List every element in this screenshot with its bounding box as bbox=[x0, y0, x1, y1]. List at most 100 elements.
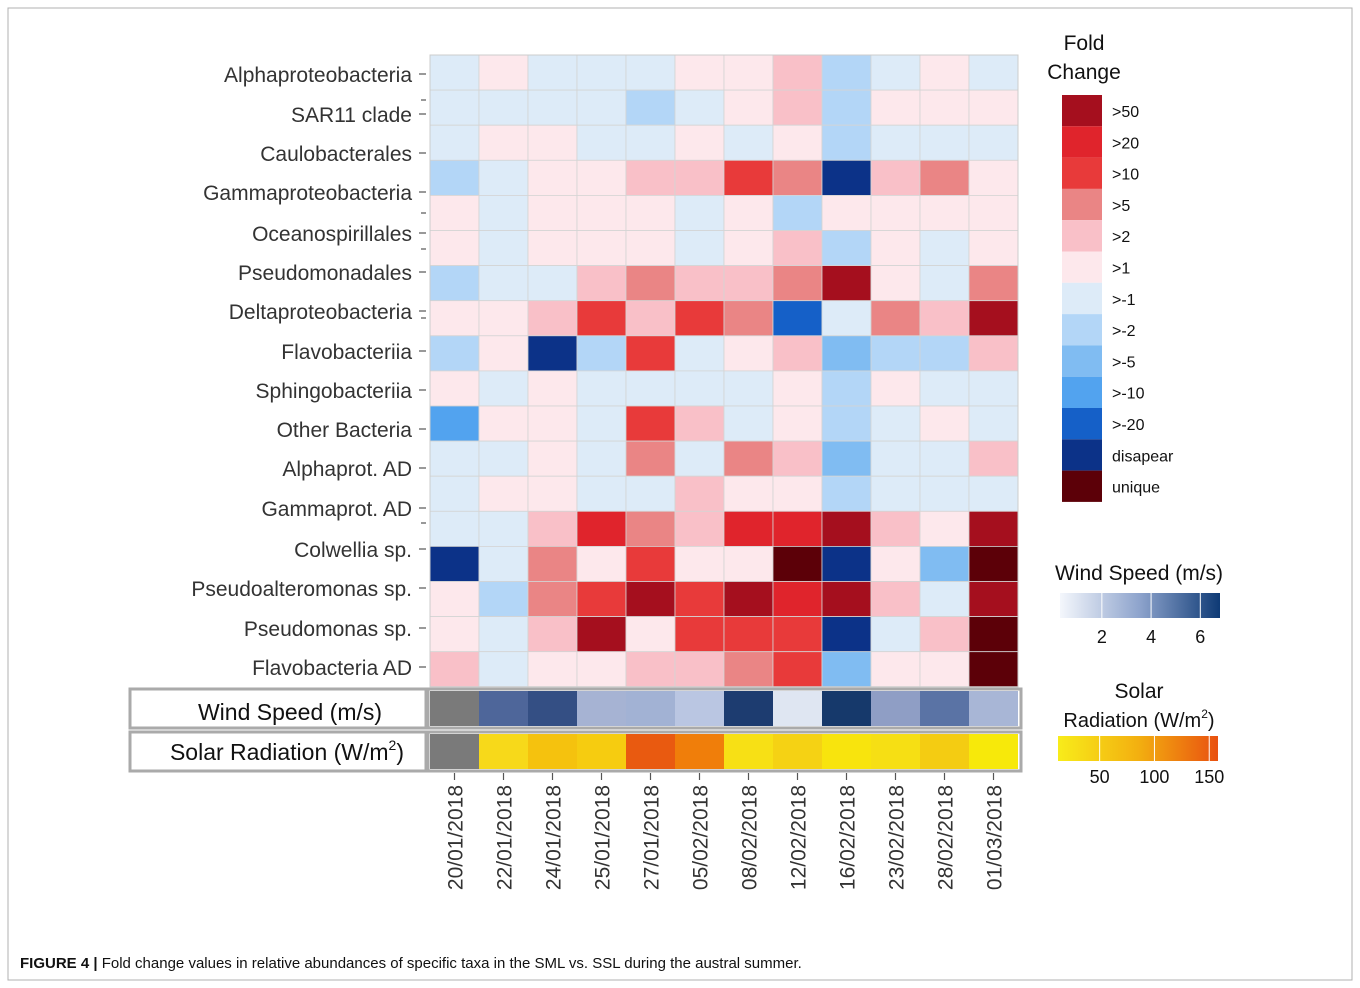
heatmap-cell bbox=[968, 194, 1019, 231]
heatmap-cell bbox=[821, 581, 872, 617]
row-label: Pseudomonadales bbox=[238, 262, 412, 285]
heatmap-cell bbox=[625, 335, 676, 372]
date-label: 16/02/2018 bbox=[837, 785, 860, 890]
heatmap-cell bbox=[674, 124, 725, 161]
heatmap-cell bbox=[429, 159, 480, 196]
heatmap-cell bbox=[478, 475, 529, 512]
heatmap-cell bbox=[674, 265, 725, 302]
heatmap-cell bbox=[674, 475, 725, 512]
heatmap-cell bbox=[968, 370, 1019, 407]
wind-speed-cell bbox=[920, 691, 969, 726]
heatmap-cell bbox=[478, 651, 529, 688]
wind-speed-cell bbox=[675, 691, 724, 726]
heatmap-cell bbox=[821, 335, 872, 372]
date-label: 28/02/2018 bbox=[935, 785, 958, 890]
heatmap-cell bbox=[478, 546, 529, 582]
heatmap-cell bbox=[674, 370, 725, 407]
heatmap-cell bbox=[429, 370, 480, 407]
heatmap-cell bbox=[625, 581, 676, 617]
heatmap-cell bbox=[478, 510, 529, 547]
wind-speed-cell bbox=[773, 691, 822, 726]
heatmap-cell bbox=[723, 159, 774, 196]
heatmap-cell bbox=[527, 335, 578, 372]
heatmap-cell bbox=[429, 124, 480, 161]
heatmap-cell bbox=[478, 159, 529, 196]
solar-radiation-colorbar bbox=[1058, 736, 1218, 761]
heatmap-cell bbox=[772, 265, 823, 302]
date-label: 22/01/2018 bbox=[494, 785, 517, 890]
date-label: 01/03/2018 bbox=[984, 785, 1007, 890]
row-label: SAR11 clade bbox=[291, 104, 412, 127]
solar-radiation-cells bbox=[430, 734, 1018, 769]
heatmap-cell bbox=[674, 581, 725, 617]
heatmap-cell bbox=[772, 440, 823, 477]
heatmap-cell bbox=[625, 370, 676, 407]
heatmap-cell bbox=[576, 510, 627, 547]
heatmap-cell bbox=[527, 405, 578, 442]
fold-change-legend-swatch bbox=[1062, 345, 1102, 377]
heatmap-cell bbox=[870, 581, 921, 617]
fold-change-legend-label: >20 bbox=[1112, 135, 1139, 152]
heatmap-cell bbox=[576, 616, 627, 653]
heatmap-cell bbox=[429, 651, 480, 688]
heatmap-cell bbox=[821, 265, 872, 302]
heatmap bbox=[429, 54, 1019, 688]
heatmap-cell bbox=[772, 651, 823, 688]
heatmap-cell bbox=[919, 510, 970, 547]
heatmap-cell bbox=[478, 89, 529, 126]
fold-change-legend-swatch bbox=[1062, 220, 1102, 252]
solar-label-end: ) bbox=[396, 739, 404, 765]
fold-change-legend-swatch bbox=[1062, 314, 1102, 346]
wind-speed-colorbar bbox=[1060, 593, 1220, 618]
heatmap-cell bbox=[723, 335, 774, 372]
heatmap-cell bbox=[870, 89, 921, 126]
heatmap-cell bbox=[674, 510, 725, 547]
solar-legend-title-main: Radiation (W/m bbox=[1063, 710, 1201, 732]
row-label: Gammaprot. AD bbox=[261, 498, 412, 521]
fold-change-legend-label: >10 bbox=[1112, 167, 1139, 184]
heatmap-cell bbox=[625, 546, 676, 582]
row-label: Alphaprot. AD bbox=[282, 458, 412, 481]
heatmap-cell bbox=[576, 300, 627, 337]
heatmap-cell bbox=[429, 89, 480, 126]
heatmap-cell bbox=[723, 194, 774, 231]
heatmap-cell bbox=[576, 651, 627, 688]
heatmap-cell bbox=[772, 194, 823, 231]
heatmap-cell bbox=[870, 651, 921, 688]
solar-legend-title-line2: Radiation (W/m2) bbox=[1063, 707, 1214, 732]
row-label: Flavobacteria AD bbox=[252, 657, 412, 680]
heatmap-cell bbox=[576, 581, 627, 617]
heatmap-cell bbox=[870, 124, 921, 161]
heatmap-cell bbox=[723, 300, 774, 337]
heatmap-cell bbox=[968, 230, 1019, 266]
wind-speed-cell bbox=[528, 691, 577, 726]
date-label: 23/02/2018 bbox=[886, 785, 909, 890]
date-axis: 20/01/2018 22/01/2018 24/01/2018 25/01/2018… bbox=[445, 773, 1007, 890]
heatmap-cell bbox=[429, 300, 480, 337]
heatmap-cell bbox=[576, 370, 627, 407]
wind-speed-legend-title: Wind Speed (m/s) bbox=[1055, 562, 1223, 585]
heatmap-cell bbox=[576, 335, 627, 372]
row-label: Alphaproteobacteria bbox=[224, 64, 412, 87]
heatmap-cell bbox=[968, 440, 1019, 477]
heatmap-cell bbox=[772, 335, 823, 372]
heatmap-cell bbox=[625, 194, 676, 231]
heatmap-cell bbox=[772, 616, 823, 653]
heatmap-cell bbox=[919, 194, 970, 231]
heatmap-cell bbox=[968, 475, 1019, 512]
heatmap-cell bbox=[772, 546, 823, 582]
solar-strip-border bbox=[426, 730, 1023, 773]
heatmap-cell bbox=[870, 510, 921, 547]
heatmap-cell bbox=[821, 546, 872, 582]
heatmap-cell bbox=[968, 265, 1019, 302]
heatmap-cell bbox=[478, 581, 529, 617]
row-label: Colwellia sp. bbox=[294, 539, 412, 562]
row-label: Oceanospirillales bbox=[252, 223, 412, 246]
fold-change-legend-swatch bbox=[1062, 282, 1102, 315]
heatmap-cell bbox=[576, 405, 627, 442]
date-label: 05/02/2018 bbox=[690, 785, 713, 890]
wind-speed-legend: Wind Speed (m/s) 2 4 6 bbox=[1055, 562, 1223, 647]
heatmap-cell bbox=[821, 510, 872, 547]
heatmap-cell bbox=[429, 475, 480, 512]
fold-change-legend-label: >-20 bbox=[1112, 417, 1145, 434]
